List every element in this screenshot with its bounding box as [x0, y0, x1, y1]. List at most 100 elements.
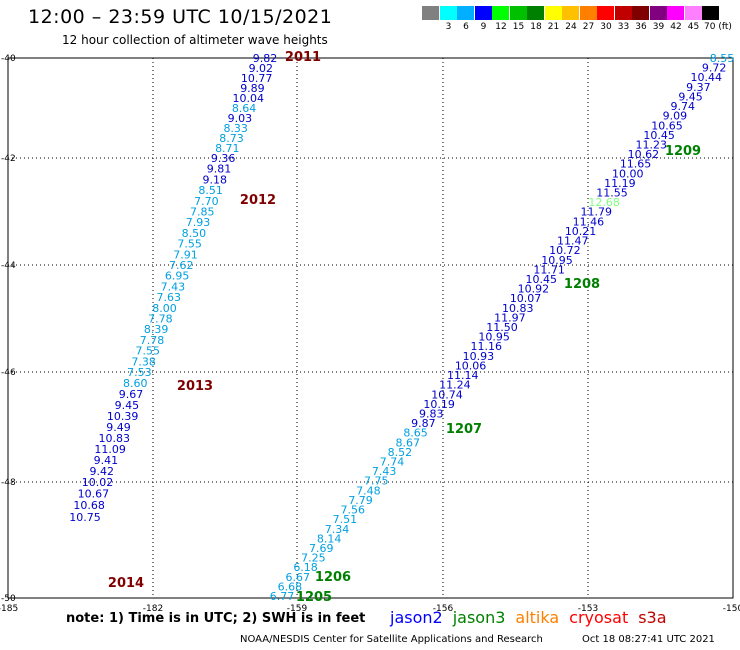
- lat-tick-label: -48: [1, 478, 16, 488]
- legend-item-jason3: jason3: [452, 608, 506, 627]
- swh-value-label: 10.45: [526, 273, 558, 286]
- color-swatch: [422, 6, 439, 20]
- swh-value-label: 11.14: [447, 369, 479, 382]
- swh-value-label: 7.43: [161, 280, 186, 293]
- swh-value-label: 9.03: [228, 112, 253, 125]
- swh-value-label: 9.02: [249, 62, 274, 75]
- swh-value-label: 10.75: [69, 511, 101, 524]
- color-swatch: [439, 6, 457, 20]
- swh-value-label: 10.21: [565, 225, 597, 238]
- time-annotation-label: 1205: [296, 590, 332, 605]
- color-scale-label: 6: [463, 22, 469, 32]
- swh-value-label: 7.78: [148, 313, 173, 326]
- swh-value-label: 10.65: [651, 119, 683, 132]
- swh-value-label: 9.89: [240, 82, 265, 95]
- swh-value-label: 7.75: [364, 475, 389, 488]
- credit-timestamp: Oct 18 08:27:41 UTC 2021: [582, 634, 715, 645]
- swh-value-label: 8.73: [219, 132, 244, 145]
- lon-tick-label: -185: [0, 604, 18, 614]
- legend-item-s3a: s3a: [638, 608, 667, 627]
- swh-value-label: 7.85: [190, 206, 215, 219]
- swh-value-label: 12.68: [588, 196, 620, 209]
- swh-value-label: 8.14: [317, 532, 342, 545]
- swh-value-label: 11.71: [533, 263, 565, 276]
- time-annotations: 2011 2012 2013 2014 1205 1206 1207 1208 1209: [108, 50, 701, 605]
- swh-value-label: 7.34: [325, 523, 350, 536]
- swh-value-label: 11.47: [557, 235, 589, 248]
- swh-value-label: 10.95: [478, 331, 510, 344]
- swh-value-label: 7.55: [177, 238, 202, 251]
- color-swatch: [684, 6, 702, 20]
- swh-value-label: 7.74: [380, 456, 405, 469]
- color-swatch: [509, 6, 527, 20]
- swh-value-label: 8.60: [123, 377, 148, 390]
- color-scale-label: 3: [445, 22, 452, 32]
- swh-value-label: 10.45: [643, 129, 675, 142]
- lon-tick-label: -150: [723, 604, 740, 614]
- swh-value-label: 9.72: [702, 62, 727, 75]
- map-subtitle: 12 hour collection of altimeter wave hei…: [62, 33, 328, 47]
- swh-value-label: 7.53: [127, 366, 152, 379]
- lat-tick-label: -50: [1, 594, 16, 604]
- map-title: 12:00 – 23:59 UTC 10/15/2021: [28, 6, 333, 28]
- swh-value-label: 8.55: [710, 52, 735, 65]
- color-scale-label: 15: [512, 22, 525, 32]
- swh-value-label: 9.42: [89, 465, 114, 478]
- swh-value-label: 11.23: [636, 138, 668, 151]
- swh-value-label: 8.64: [232, 102, 257, 115]
- lat-tick-label: -46: [1, 368, 16, 378]
- swh-value-label: 9.41: [94, 454, 119, 467]
- swh-value-label: 8.39: [144, 323, 169, 336]
- color-scale-label: 39: [652, 22, 665, 32]
- swh-value-label: 10.68: [73, 499, 105, 512]
- swh-value-label: 9.82: [253, 52, 278, 65]
- swh-value-label: 10.67: [78, 488, 110, 501]
- swh-value-label: 7.78: [140, 334, 165, 347]
- swh-value-label: 10.07: [510, 292, 542, 305]
- lon-tick-label: -156: [433, 604, 454, 614]
- color-swatch: [597, 6, 614, 20]
- time-annotation-label: 2013: [177, 379, 213, 394]
- swh-value-label: 7.43: [372, 465, 397, 478]
- swh-value-label: 10.04: [233, 92, 265, 105]
- credit-text: NOAA/NESDIS Center for Satellite Applica…: [240, 634, 543, 645]
- lat-tick-label: -44: [1, 261, 16, 271]
- swh-value-label: 11.24: [439, 379, 471, 392]
- color-scale-label: 18: [530, 22, 542, 32]
- swh-value-label: 10.19: [423, 398, 455, 411]
- color-scale-label: 45: [687, 22, 700, 32]
- color-scale-label: 27: [582, 22, 595, 32]
- color-swatch: [649, 6, 667, 20]
- swh-value-label: 7.48: [356, 484, 381, 497]
- swh-value-label: 8.00: [152, 302, 177, 315]
- swh-value-label: 9.67: [119, 388, 144, 401]
- lon-tick-label: -153: [578, 604, 598, 614]
- color-scale-label: 24: [565, 22, 577, 32]
- swh-value-label: 7.25: [301, 552, 326, 565]
- color-swatch: [492, 6, 509, 20]
- swh-value-label: 11.55: [596, 187, 628, 200]
- swh-value-label: 9.36: [211, 152, 236, 165]
- color-scale-label: 36: [635, 22, 647, 32]
- swh-value-label: 9.37: [686, 81, 711, 94]
- swh-value-label: 10.00: [612, 167, 644, 180]
- swh-value-label: 11.97: [494, 311, 526, 324]
- swh-value-label: 10.83: [99, 432, 131, 445]
- swh-value-label: 7.91: [173, 248, 198, 261]
- swh-value-label: 10.92: [518, 283, 550, 296]
- swh-value-label: 9.09: [663, 110, 688, 123]
- color-scale-label: 42: [670, 22, 682, 32]
- swh-value-label: 6.77: [270, 590, 295, 603]
- swh-value-label: 11.09: [94, 443, 126, 456]
- color-scale-label: 21: [547, 22, 560, 32]
- swh-value-label: 10.39: [107, 410, 139, 423]
- color-scale-label: 30: [600, 22, 612, 32]
- lat-tick-label: -40: [1, 54, 16, 64]
- color-swatch: [614, 6, 632, 20]
- swh-value-label: 10.72: [549, 244, 581, 257]
- color-swatch: [562, 6, 579, 20]
- swh-value-label: 8.33: [223, 122, 248, 135]
- swh-value-label: 10.06: [455, 359, 487, 372]
- swh-value-label: 6.68: [278, 580, 303, 593]
